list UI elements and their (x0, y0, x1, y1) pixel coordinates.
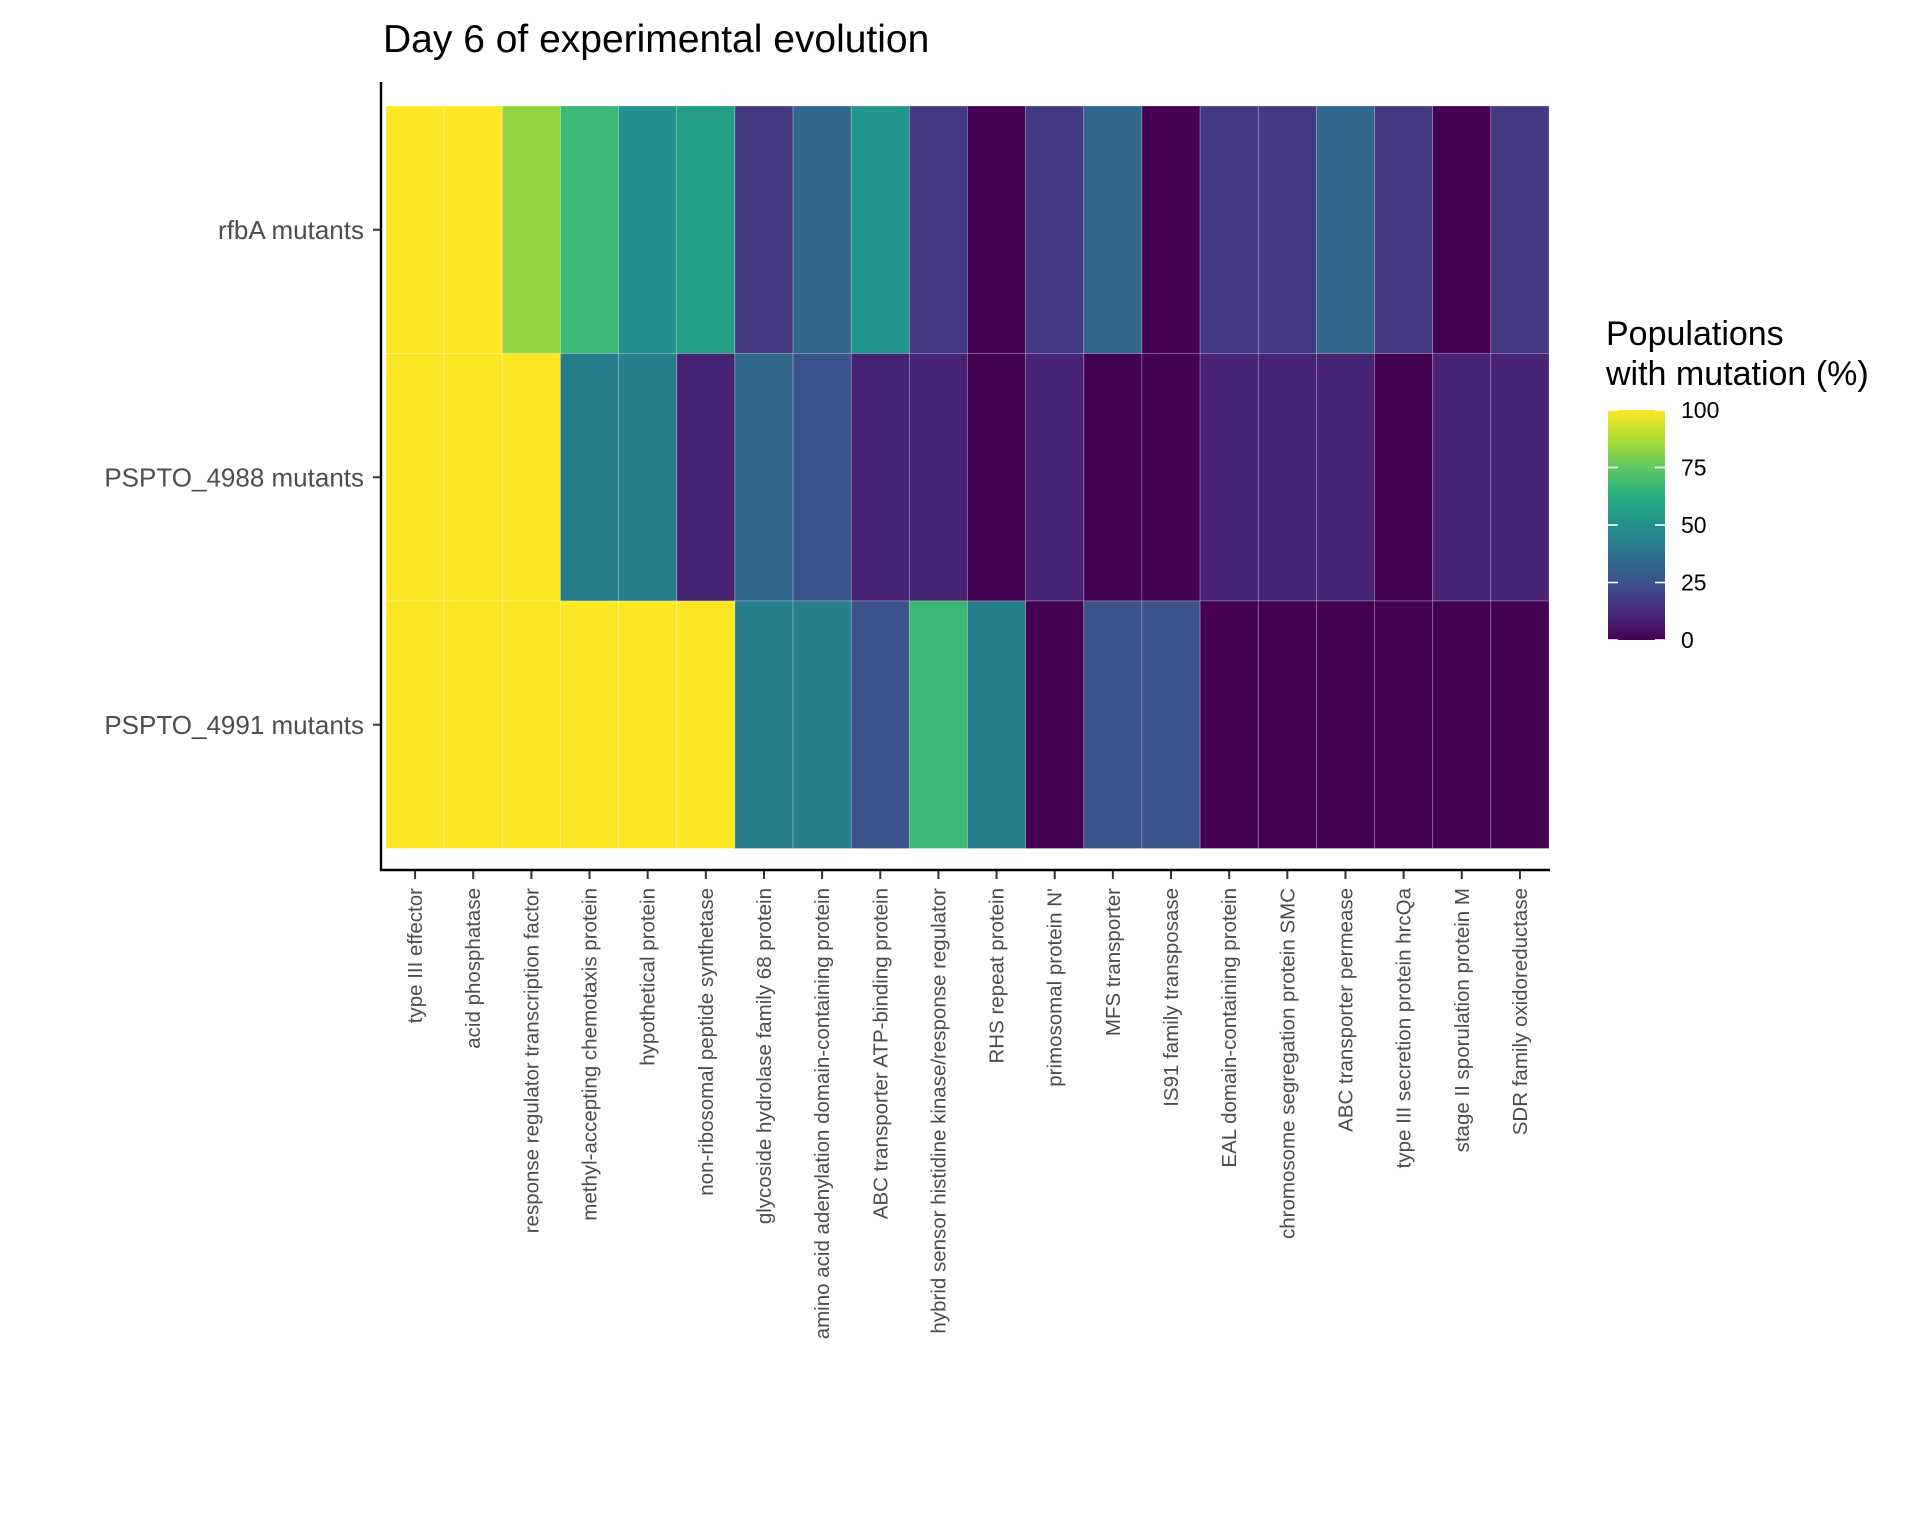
legend-tick-label: 100 (1681, 397, 1719, 423)
heatmap-cell (1432, 600, 1492, 849)
heatmap-cell (501, 105, 561, 354)
x-tick-label: amino acid adenylation domain-containing… (811, 888, 834, 1339)
heatmap-cell (385, 600, 445, 849)
heatmap-cell (443, 105, 503, 354)
heatmap-cell (385, 105, 445, 354)
heatmap-cell (908, 105, 968, 354)
heatmap-cells (385, 105, 1550, 849)
x-tick-label: hypothetical protein (637, 888, 660, 1066)
x-tick-label: response regulator transcription factor (520, 888, 543, 1233)
legend-ticks: 0 25 50 75 100 (1608, 397, 1719, 653)
heatmap-cell (1141, 600, 1201, 849)
x-tick-label: type III secretion protein hrcQa (1393, 887, 1416, 1168)
legend-tick-label: 50 (1681, 512, 1707, 538)
heatmap-cell (850, 600, 910, 849)
x-tick-label: hybrid sensor histidine kinase/response … (927, 888, 950, 1334)
heatmap-cell (1025, 353, 1085, 602)
heatmap-cell (618, 353, 678, 602)
heatmap-cell (734, 353, 794, 602)
heatmap-cell (385, 353, 445, 602)
heatmap-cell (1083, 105, 1143, 354)
heatmap-cell (734, 105, 794, 354)
heatmap-cell (792, 105, 852, 354)
legend-tick-label: 75 (1681, 455, 1707, 481)
y-tick-label: rfbA mutants (218, 215, 364, 245)
y-tick-label: PSPTO_4991 mutants (104, 710, 364, 740)
heatmap-cell (1141, 105, 1201, 354)
x-tick-label: ABC transporter ATP-binding protein (869, 888, 892, 1219)
heatmap-cell (1257, 353, 1317, 602)
heatmap-cell (850, 353, 910, 602)
heatmap-cell (1490, 105, 1550, 354)
heatmap-cell (443, 353, 503, 602)
heatmap-cell (676, 600, 736, 849)
heatmap-cell (1083, 600, 1143, 849)
heatmap-cell (560, 105, 619, 354)
heatmap-cell (618, 105, 678, 354)
heatmap-cell (501, 600, 561, 849)
x-axis-ticks: type III effector acid phosphatase respons… (404, 871, 1532, 1339)
heatmap-cell (560, 600, 619, 849)
heatmap-cell (1025, 600, 1085, 849)
x-tick-label: non-ribosomal peptide synthetase (695, 888, 718, 1196)
heatmap-cell (1316, 105, 1375, 354)
heatmap-cell (1432, 353, 1492, 602)
x-tick-label: stage II sporulation protein M (1451, 888, 1474, 1152)
heatmap-cell (1199, 105, 1259, 354)
x-tick-label: methyl-accepting chemotaxis protein (579, 888, 602, 1221)
heatmap-cell (1257, 105, 1317, 354)
heatmap-cell (1199, 600, 1259, 849)
heatmap-cell (501, 353, 561, 602)
heatmap-cell (792, 353, 852, 602)
heatmap-cell (734, 600, 794, 849)
x-tick-label: EAL domain-containing protein (1218, 888, 1241, 1168)
x-tick-label: RHS repeat protein (986, 888, 1009, 1063)
heatmap-cell (1199, 353, 1259, 602)
legend-tick-label: 0 (1681, 627, 1694, 653)
heatmap-cell (560, 353, 619, 602)
x-tick-label: IS91 family transposase (1160, 888, 1183, 1107)
heatmap-cell (1490, 353, 1550, 602)
heatmap-cell (1374, 600, 1434, 849)
x-tick-label: type III effector (404, 888, 427, 1023)
heatmap-cell (1083, 353, 1143, 602)
heatmap-cell (676, 353, 736, 602)
heatmap-cell (1374, 105, 1434, 354)
color-legend: Populations with mutation (%) 0 25 50 75 100 (1605, 315, 1869, 653)
legend-title-line-2: with mutation (%) (1605, 355, 1869, 393)
heatmap-cell (1490, 600, 1550, 849)
y-axis-ticks: rfbA mutants PSPTO_4988 mutants PSPTO_4991… (104, 215, 381, 740)
heatmap-cell (908, 600, 968, 849)
heatmap-cell (967, 600, 1027, 849)
heatmap-cell (908, 353, 968, 602)
x-tick-label: glycoside hydrolase family 68 protein (753, 888, 776, 1224)
heatmap-cell (443, 600, 503, 849)
y-tick-label: PSPTO_4988 mutants (104, 462, 364, 492)
heatmap-cell (1025, 105, 1085, 354)
heatmap-cell (676, 105, 736, 354)
x-tick-label: acid phosphatase (462, 888, 485, 1049)
legend-title-line-1: Populations (1606, 315, 1784, 353)
heatmap-cell (1374, 353, 1434, 602)
heatmap-cell (792, 600, 852, 849)
heatmap-cell (850, 105, 910, 354)
legend-tick-label: 25 (1681, 570, 1707, 596)
heatmap-cell (618, 600, 678, 849)
x-tick-label: chromosome segregation protein SMC (1276, 888, 1299, 1239)
heatmap-cell (1257, 600, 1317, 849)
heatmap-cell (1432, 105, 1492, 354)
x-tick-label: primosomal protein N' (1044, 888, 1067, 1087)
x-tick-label: ABC transporter permease (1334, 888, 1357, 1132)
x-tick-label: MFS transporter (1102, 888, 1125, 1036)
heatmap-cell (1316, 600, 1375, 849)
heatmap-cell (1316, 353, 1375, 602)
chart-title: Day 6 of experimental evolution (383, 18, 929, 61)
heatmap-cell (1141, 353, 1201, 602)
heatmap-cell (967, 353, 1027, 602)
x-tick-label: SDR family oxidoreductase (1509, 888, 1532, 1135)
heatmap-cell (967, 105, 1027, 354)
